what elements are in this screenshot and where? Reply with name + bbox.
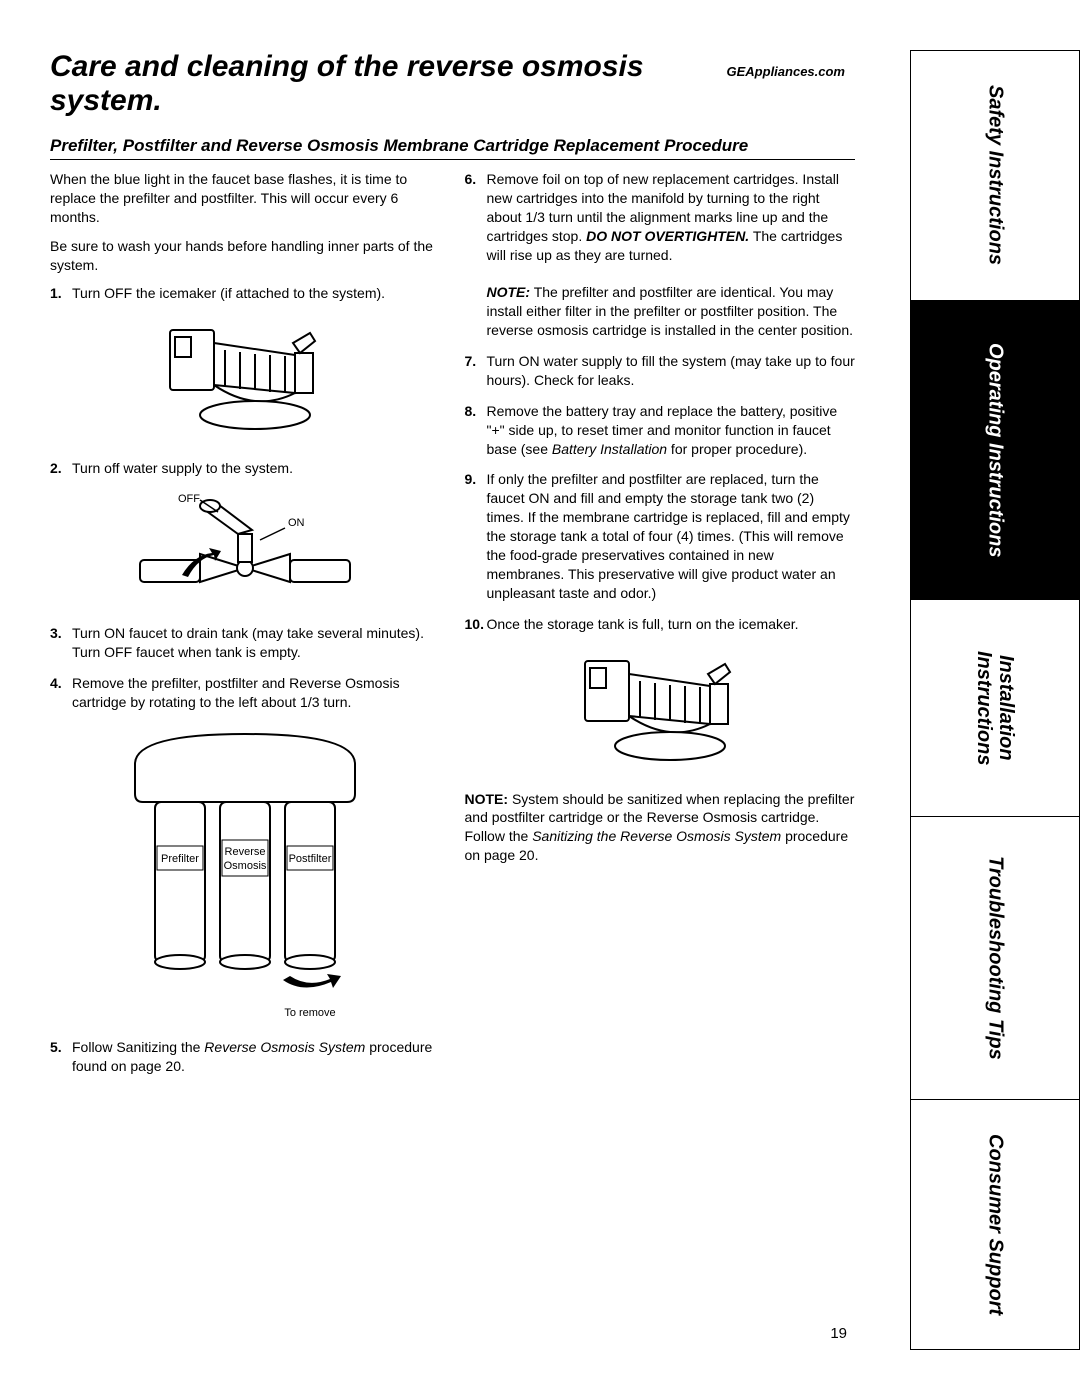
step-text: Turn ON water supply to fill the system … [487,352,856,390]
step-item: 3. Turn ON faucet to drain tank (may tak… [50,624,441,662]
intro-paragraph: When the blue light in the faucet base f… [50,170,441,227]
left-steps-list: 5. Follow Sanitizing the Reverse Osmosis… [50,1038,441,1076]
step-text: Remove the battery tray and replace the … [487,402,856,459]
step-item: 10. Once the storage tank is full, turn … [465,615,856,634]
step-item: 5. Follow Sanitizing the Reverse Osmosis… [50,1038,441,1076]
page-number: 19 [830,1325,847,1342]
icemaker-figure [465,646,856,776]
step-number: 3. [50,624,72,662]
step-item: 9. If only the prefilter and postfilter … [465,470,856,602]
step-text: Turn OFF the icemaker (if attached to th… [72,284,441,303]
step-number: 10. [465,615,487,634]
step-text: Follow Sanitizing the Reverse Osmosis Sy… [72,1038,441,1076]
right-column: 6. Remove foil on top of new replacement… [465,170,856,1088]
tab-consumer[interactable]: Consumer Support [910,1100,1080,1350]
step-item: 6. Remove foil on top of new replacement… [465,170,856,340]
tab-installation-label: Installation Instructions [973,651,1017,765]
tab-installation[interactable]: Installation Instructions [910,600,1080,817]
step-item: 4. Remove the prefilter, postfilter and … [50,674,441,712]
site-link: GEAppliances.com [727,64,855,79]
page-content: Care and cleaning of the reverse osmosis… [50,50,855,1350]
step-number: 6. [465,170,487,340]
intro-paragraph: Be sure to wash your hands before handli… [50,237,441,275]
manifold-icon: Prefilter Reverse Osmosis Postfilter To … [115,724,375,1024]
step-text: Remove foil on top of new replacement ca… [487,170,856,340]
tab-operating[interactable]: Operating Instructions [910,301,1080,600]
icemaker-figure [50,315,441,445]
icemaker-icon [560,646,760,776]
step-text: Once the storage tank is full, turn on t… [487,615,856,634]
remove-label: To remove [285,1007,336,1019]
note-label: NOTE: [487,284,531,300]
ro-label-1: Reverse [225,846,266,858]
sidebar-tabs: Safety Instructions Operating Instructio… [910,50,1080,1350]
manifold-figure: Prefilter Reverse Osmosis Postfilter To … [50,724,441,1024]
two-column-layout: When the blue light in the faucet base f… [50,170,855,1088]
left-column: When the blue light in the faucet base f… [50,170,441,1088]
valve-figure: OFF ON [50,490,441,610]
tab-safety[interactable]: Safety Instructions [910,50,1080,301]
step-text: If only the prefilter and postfilter are… [487,470,856,602]
left-steps-list: 3. Turn ON faucet to drain tank (may tak… [50,624,441,712]
step-text: Remove the prefilter, postfilter and Rev… [72,674,441,712]
right-note: NOTE: System should be sanitized when re… [465,790,856,866]
right-steps-list: 6. Remove foil on top of new replacement… [465,170,856,634]
valve-on-label: ON [288,517,305,529]
section-subtitle: Prefilter, Postfilter and Reverse Osmosi… [50,136,855,160]
left-steps-list: 1. Turn OFF the icemaker (if attached to… [50,284,441,303]
page-title: Care and cleaning of the reverse osmosis… [50,50,715,118]
postfilter-label: Postfilter [289,853,332,865]
left-steps-list: 2. Turn off water supply to the system. [50,459,441,478]
icemaker-icon [145,315,345,445]
step-item: 2. Turn off water supply to the system. [50,459,441,478]
note-label: NOTE: [465,791,509,807]
step-number: 7. [465,352,487,390]
step-text: Turn off water supply to the system. [72,459,441,478]
valve-off-label: OFF [178,493,200,505]
step-item: 8. Remove the battery tray and replace t… [465,402,856,459]
step-number: 4. [50,674,72,712]
title-row: Care and cleaning of the reverse osmosis… [50,50,855,118]
step-text: Turn ON faucet to drain tank (may take s… [72,624,441,662]
step-number: 9. [465,470,487,602]
valve-icon: OFF ON [130,490,360,610]
step-item: 1. Turn OFF the icemaker (if attached to… [50,284,441,303]
prefilter-label: Prefilter [161,853,199,865]
step-number: 8. [465,402,487,459]
step-number: 2. [50,459,72,478]
tab-troubleshooting[interactable]: Troubleshooting Tips [910,817,1080,1100]
step-item: 7. Turn ON water supply to fill the syst… [465,352,856,390]
ro-label-2: Osmosis [224,860,267,872]
step-number: 1. [50,284,72,303]
step-number: 5. [50,1038,72,1076]
rotate-arrow-icon [283,974,341,988]
